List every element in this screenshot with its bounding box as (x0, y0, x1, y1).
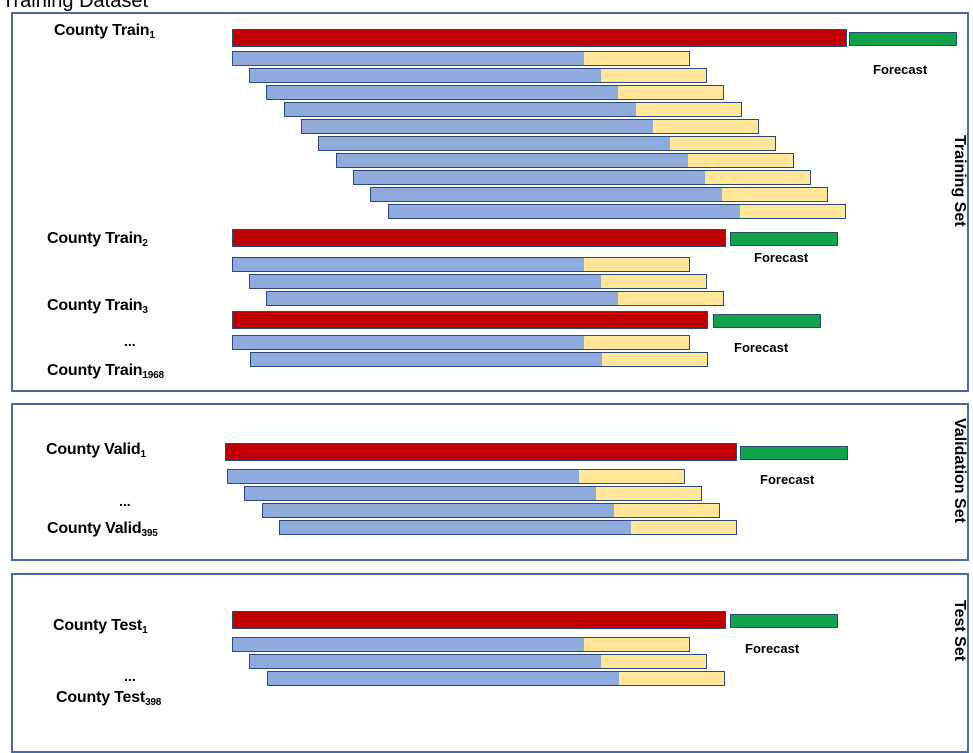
test-target-window (584, 637, 690, 652)
county-test-1-label: County Test1 (53, 617, 148, 636)
county-train-2-forecast-label: Forecast (754, 250, 809, 265)
county-test-398-label: County Test398 (56, 689, 162, 708)
training-input-window (249, 68, 601, 83)
county-valid-1-forecast-bar (740, 446, 848, 460)
county-train-1-label: County Train1 (54, 22, 155, 41)
training-input-window (301, 119, 653, 134)
county-train-3-series-bar (232, 311, 708, 329)
training-input-window (284, 102, 636, 117)
county-test-1-forecast-bar (730, 614, 838, 628)
county-train-3-forecast-label: Forecast (734, 340, 789, 355)
training-input-window (266, 85, 618, 100)
test-input-window (267, 671, 619, 686)
county-train-1-forecast-bar (849, 32, 957, 46)
county-train-2-label: County Train2 (47, 230, 148, 249)
county-valid-395-label: County Valid395 (47, 520, 158, 539)
validation-target-window (596, 486, 702, 501)
training-target-window (705, 170, 811, 185)
training-target-window (670, 136, 776, 151)
county-train-2-series-bar (232, 229, 726, 247)
county-train-2-forecast-bar (730, 232, 838, 246)
county-train-1-forecast-label: Forecast (873, 62, 928, 77)
validation-target-window (579, 469, 685, 484)
validation-ellipsis: ... (119, 493, 131, 509)
training-target-window (584, 335, 690, 350)
training-input-window (388, 204, 740, 219)
test-target-window (601, 654, 707, 669)
training-input-window (250, 352, 602, 367)
training-input-window (336, 153, 688, 168)
validation-input-window (244, 486, 596, 501)
county-train-3-forecast-bar (713, 314, 821, 328)
training-input-window (232, 257, 584, 272)
training-target-window (740, 204, 846, 219)
county-train-3-label: County Train3 (47, 297, 148, 316)
training-target-window (688, 153, 794, 168)
training-input-window (232, 51, 584, 66)
training-set-side-label: Training Set (951, 135, 968, 227)
test-ellipsis: ... (124, 668, 136, 684)
training-input-window (249, 274, 601, 289)
training-target-window (601, 274, 707, 289)
validation-input-window (279, 520, 631, 535)
training-target-window (602, 352, 708, 367)
figure-caption: Training Dataset (2, 0, 148, 12)
training-target-window (618, 291, 724, 306)
county-train-1968-label: County Train1968 (47, 362, 164, 381)
training-ellipsis: ... (124, 333, 136, 349)
training-target-window (601, 68, 707, 83)
training-target-window (618, 85, 724, 100)
validation-input-window (227, 469, 579, 484)
validation-set-side-label: Validation Set (951, 418, 968, 523)
county-train-1-series-bar (232, 29, 847, 47)
county-valid-1-label: County Valid1 (46, 441, 146, 460)
test-input-window (249, 654, 601, 669)
validation-target-window (614, 503, 720, 518)
training-input-window (370, 187, 722, 202)
training-target-window (653, 119, 759, 134)
training-input-window (232, 335, 584, 350)
training-target-window (584, 257, 690, 272)
county-test-1-forecast-label: Forecast (745, 641, 800, 656)
county-test-1-series-bar (232, 611, 726, 629)
training-target-window (636, 102, 742, 117)
training-input-window (353, 170, 705, 185)
validation-target-window (631, 520, 737, 535)
test-target-window (619, 671, 725, 686)
test-input-window (232, 637, 584, 652)
training-input-window (266, 291, 618, 306)
training-target-window (584, 51, 690, 66)
training-target-window (722, 187, 828, 202)
training-input-window (318, 136, 670, 151)
validation-input-window (262, 503, 614, 518)
test-set-side-label: Test Set (951, 600, 968, 662)
county-valid-1-forecast-label: Forecast (760, 472, 815, 487)
county-valid-1-series-bar (225, 443, 737, 461)
